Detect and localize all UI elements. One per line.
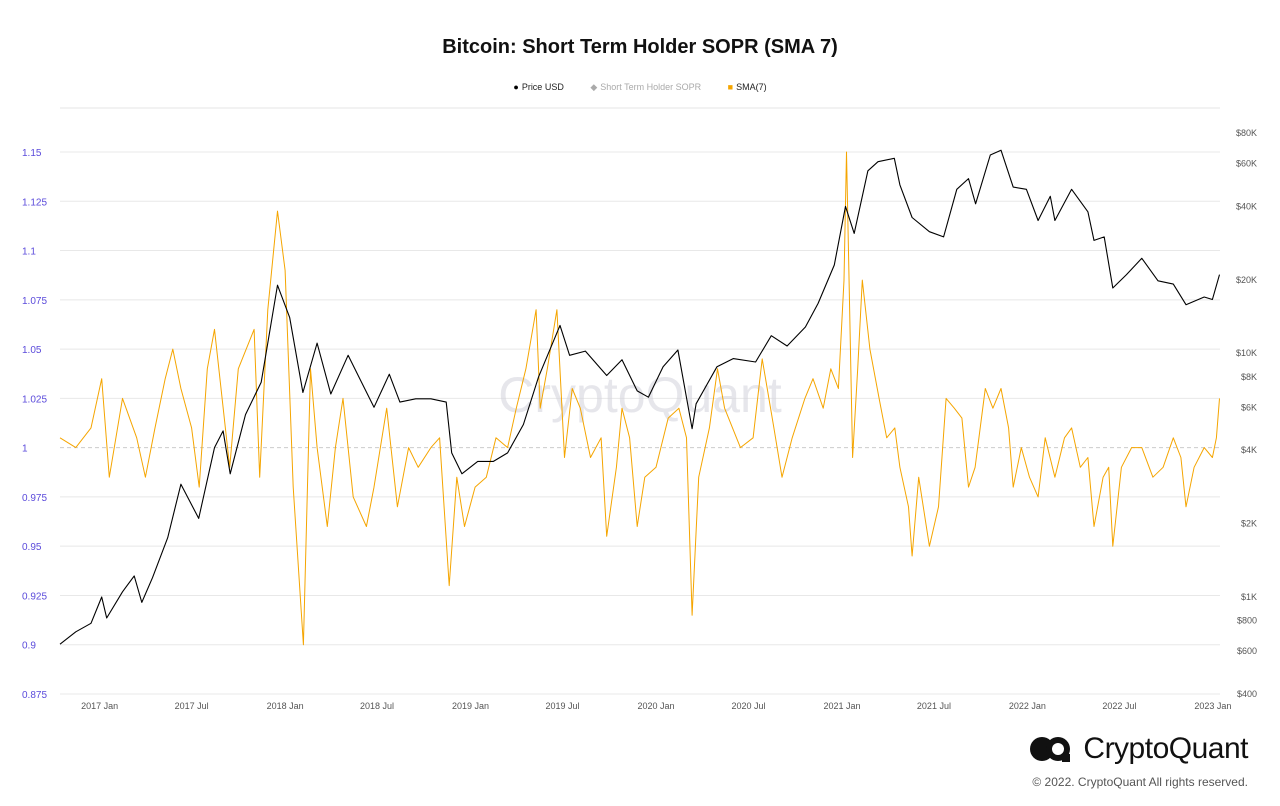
right-tick-label: $4K — [1241, 445, 1257, 455]
x-tick-label: 2017 Jan — [81, 701, 118, 711]
left-tick-label: 1 — [22, 444, 28, 455]
legend-diamond-icon: ◆ — [590, 82, 598, 92]
x-tick-label: 2020 Jan — [637, 701, 674, 711]
right-tick-label: $8K — [1241, 372, 1257, 382]
legend-label: Price USD — [521, 82, 564, 92]
legend-square-icon: ■ — [727, 82, 734, 92]
right-tick-label: $40K — [1236, 201, 1257, 211]
right-tick-label: $6K — [1241, 402, 1257, 412]
right-tick-label: $80K — [1236, 128, 1257, 138]
left-tick-label: 1.1 — [22, 247, 36, 258]
brand-name: CryptoQuant — [1083, 732, 1248, 765]
right-tick-label: $60K — [1236, 158, 1257, 168]
right-axis-ticks: $400 $600 $800 $1K $2K $4K $6K $8K $10K $20K $40K $… — [1236, 128, 1257, 699]
left-tick-label: 1.05 — [22, 345, 42, 356]
legend-item-price[interactable]: ● Price USD — [513, 82, 563, 92]
grid-lines — [60, 151, 1220, 695]
right-tick-label: $20K — [1236, 275, 1257, 285]
x-tick-label: 2019 Jul — [545, 701, 579, 711]
legend-dot-icon: ● — [513, 82, 519, 92]
x-tick-label: 2019 Jan — [452, 701, 489, 711]
right-tick-label: $10K — [1236, 348, 1257, 358]
left-tick-label: 1.15 — [22, 148, 42, 159]
x-tick-label: 2021 Jul — [917, 701, 951, 711]
x-tick-label: 2017 Jul — [175, 701, 209, 711]
x-tick-label: 2021 Jan — [823, 701, 860, 711]
series-line-price-usd — [59, 149, 1221, 645]
watermark: CryptoQuant — [498, 367, 782, 423]
x-tick-label: 2018 Jul — [360, 701, 394, 711]
left-tick-label: 0.975 — [22, 493, 47, 504]
left-tick-label: 0.9 — [22, 641, 36, 652]
cryptoquant-logo-icon — [1030, 737, 1071, 762]
chart-title: Bitcoin: Short Term Holder SOPR (SMA 7) — [442, 36, 838, 58]
x-tick-label: 2018 Jan — [267, 701, 304, 711]
left-axis-ticks: 0.875 0.9 0.925 0.95 0.975 1 1.025 1.05 1.075 1.1… — [22, 148, 47, 701]
right-tick-label: $800 — [1237, 616, 1257, 626]
legend-label: SMA(7) — [736, 82, 767, 92]
legend-item-sma[interactable]: ■ SMA(7) — [728, 82, 767, 92]
right-tick-label: $400 — [1237, 689, 1257, 699]
legend: ● Price USD ◆ Short Term Holder SOPR ■ SMA(… — [0, 82, 1280, 93]
legend-label: Short Term Holder SOPR — [600, 82, 702, 92]
left-tick-label: 0.875 — [22, 690, 47, 701]
x-tick-label: 2022 Jan — [1009, 701, 1046, 711]
left-tick-label: 1.075 — [22, 296, 47, 307]
left-tick-label: 0.95 — [22, 542, 42, 553]
left-tick-label: 0.925 — [22, 591, 47, 602]
x-tick-label: 2023 Jan — [1194, 701, 1231, 711]
left-tick-label: 1.125 — [22, 197, 47, 208]
x-axis-ticks: 2017 Jan 2017 Jul 2018 Jan 2018 Jul 2019 Jan… — [81, 701, 1231, 711]
right-tick-label: $600 — [1237, 646, 1257, 656]
brand-logo: CryptoQuant — [1029, 732, 1248, 766]
series-layer — [59, 149, 1221, 646]
left-tick-label: 1.025 — [22, 394, 47, 405]
right-tick-label: $2K — [1241, 519, 1257, 529]
right-tick-label: $1K — [1241, 592, 1257, 602]
x-tick-label: 2022 Jul — [1102, 701, 1136, 711]
legend-item-sopr[interactable]: ◆ Short Term Holder SOPR — [590, 82, 701, 93]
copyright-text: © 2022. CryptoQuant All rights reserved. — [1032, 775, 1248, 789]
series-line-sma7 — [59, 151, 1220, 646]
x-tick-label: 2020 Jul — [731, 701, 765, 711]
